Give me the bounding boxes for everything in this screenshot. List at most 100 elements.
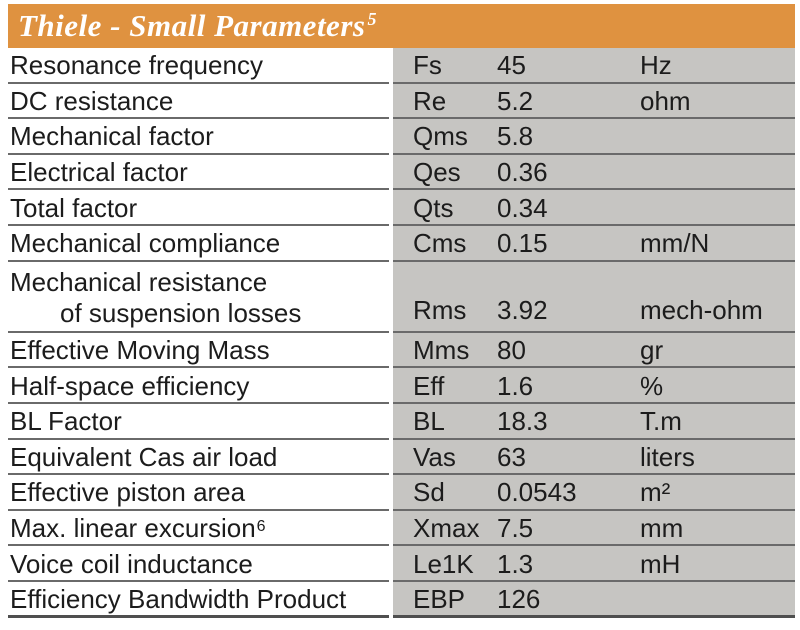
parameter-name: Total factor	[10, 192, 138, 223]
parameter-name-cell: Max. linear excursion6	[8, 511, 389, 547]
table-row: Effective Moving Mass Mms 80 gr	[8, 332, 795, 369]
parameter-data-cell: Le1K 1.3 mH	[393, 546, 795, 582]
parameter-value: 7.5	[497, 513, 534, 544]
parameter-name: Max. linear excursion6	[10, 513, 266, 544]
parameter-name-cell: Mechanical resistance of suspension loss…	[8, 262, 389, 333]
parameter-name: Resonance frequency	[10, 50, 263, 81]
parameter-value: 0.15	[497, 228, 548, 259]
parameter-symbol: Cms	[413, 228, 467, 259]
parameter-data-cell: Qes 0.36	[393, 154, 795, 191]
column-divider	[389, 154, 393, 191]
parameter-name-cell: DC resistance	[8, 84, 389, 120]
parameter-symbol: Mms	[413, 335, 470, 366]
table-row: Mechanical factor Qms 5.8	[8, 119, 795, 155]
parameter-name-line2: of suspension losses	[60, 297, 302, 328]
table-row: Max. linear excursion6 Xmax 7.5 mm	[8, 510, 795, 547]
parameter-data-cell: Xmax 7.5 mm	[393, 510, 795, 547]
parameter-data-cell: Qts 0.34	[393, 190, 795, 226]
parameter-value: 45	[497, 50, 526, 81]
table-row: DC resistance Re 5.2 ohm	[8, 83, 795, 120]
parameter-unit: mech-ohm	[640, 294, 763, 325]
parameter-data-cell: BL 18.3 T.m	[393, 403, 795, 440]
parameter-unit: m²	[640, 477, 671, 508]
parameter-unit: mH	[640, 548, 681, 579]
table-row: Resonance frequency Fs 45 Hz	[8, 48, 795, 84]
parameter-symbol: EBP	[413, 583, 466, 614]
table-title: Thiele - Small Parameters 5	[18, 8, 377, 44]
parameter-symbol: Qms	[413, 121, 468, 152]
parameter-name-cell: Electrical factor	[8, 155, 389, 191]
table-row: Mechanical compliance Cms 0.15 mm/N	[8, 225, 795, 262]
column-divider	[389, 190, 393, 226]
parameter-name-cell: Effective Moving Mass	[8, 333, 389, 369]
table-title-text: Thiele - Small Parameters	[18, 8, 366, 43]
parameter-symbol: Re	[413, 85, 447, 116]
parameter-data-cell: Re 5.2 ohm	[393, 83, 795, 120]
parameter-value: 0.0543	[497, 477, 577, 508]
parameter-unit: mm	[640, 513, 684, 544]
column-divider	[389, 581, 393, 618]
column-divider	[389, 83, 393, 120]
parameter-name: Effective Moving Mass	[10, 335, 270, 366]
parameter-unit: mm/N	[640, 228, 710, 259]
parameter-name-cell: Equivalent Cas air load	[8, 440, 389, 476]
column-divider	[389, 475, 393, 511]
parameter-symbol: Sd	[413, 477, 445, 508]
table-row: Voice coil inductance Le1K 1.3 mH	[8, 546, 795, 582]
parameter-unit: %	[640, 370, 664, 401]
parameter-name: Equivalent Cas air load	[10, 441, 278, 472]
table-row: Efficiency Bandwidth Product EBP 126	[8, 581, 795, 618]
parameter-symbol: Fs	[413, 50, 442, 81]
parameter-name: DC resistance	[10, 85, 174, 116]
parameter-data-cell: Vas 63 liters	[393, 439, 795, 476]
parameter-value: 5.2	[497, 85, 534, 116]
parameter-name: Electrical factor	[10, 157, 188, 188]
table-row: Half-space efficiency Eff 1.6 %	[8, 368, 795, 404]
column-divider	[389, 261, 393, 333]
parameter-footnote: 6	[256, 518, 266, 536]
parameter-name: Mechanical factor	[10, 121, 214, 152]
parameter-name: Efficiency Bandwidth Product	[10, 583, 347, 614]
parameter-symbol: Rms	[413, 294, 467, 325]
parameter-name: Mechanical resistance	[10, 266, 268, 297]
table-row: Effective piston area Sd 0.0543 m²	[8, 475, 795, 511]
column-divider	[389, 225, 393, 262]
parameter-value: 80	[497, 335, 526, 366]
parameter-symbol: Le1K	[413, 548, 474, 579]
parameter-symbol: Xmax	[413, 513, 480, 544]
parameter-unit: Hz	[640, 50, 672, 81]
table-row: BL Factor BL 18.3 T.m	[8, 403, 795, 440]
table-header-band: Thiele - Small Parameters 5	[8, 4, 795, 48]
parameter-data-cell: Fs 45 Hz	[393, 48, 795, 84]
table-row: Equivalent Cas air load Vas 63 liters	[8, 439, 795, 476]
parameter-unit: T.m	[640, 406, 682, 437]
parameter-data-cell: Eff 1.6 %	[393, 368, 795, 404]
parameter-value: 0.36	[497, 157, 548, 188]
parameter-unit: liters	[640, 441, 695, 472]
parameter-value: 63	[497, 441, 526, 472]
parameter-unit: ohm	[640, 85, 691, 116]
table-row: Mechanical resistance of suspension loss…	[8, 261, 795, 333]
parameter-name-cell: Total factor	[8, 190, 389, 226]
parameter-data-cell: Cms 0.15 mm/N	[393, 225, 795, 262]
parameter-name-cell: Mechanical compliance	[8, 226, 389, 262]
parameter-symbol: Vas	[413, 441, 456, 472]
parameter-name-cell: Mechanical factor	[8, 119, 389, 155]
parameter-name-cell: Resonance frequency	[8, 48, 389, 84]
parameter-symbol: Qts	[413, 192, 454, 223]
parameter-name: BL Factor	[10, 406, 122, 437]
parameter-value: 5.8	[497, 121, 534, 152]
parameter-name: Mechanical compliance	[10, 228, 281, 259]
parameter-unit: gr	[640, 335, 664, 366]
parameter-symbol: BL	[413, 406, 445, 437]
table-row: Total factor Qts 0.34	[8, 190, 795, 226]
parameter-value: 0.34	[497, 192, 548, 223]
parameter-data-cell: Sd 0.0543 m²	[393, 475, 795, 511]
table-row: Electrical factor Qes 0.36	[8, 154, 795, 191]
parameter-data-cell: Rms 3.92 mech-ohm	[393, 261, 795, 333]
parameter-value: 18.3	[497, 406, 548, 437]
column-divider	[389, 439, 393, 476]
table-title-footnote: 5	[367, 8, 377, 29]
parameter-name: Voice coil inductance	[10, 548, 253, 579]
parameter-value: 1.6	[497, 370, 534, 401]
